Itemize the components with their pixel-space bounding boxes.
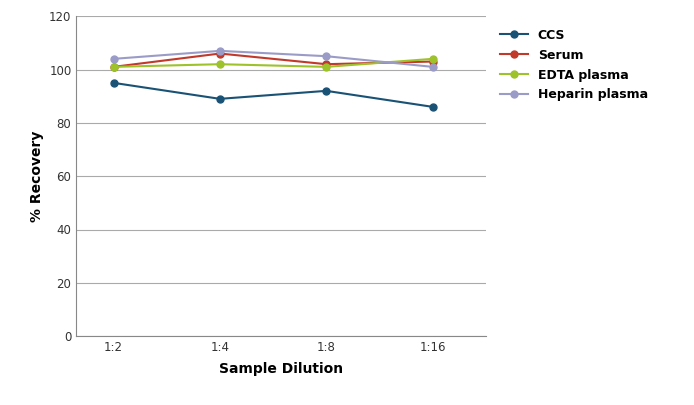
Serum <box>322 62 330 66</box>
EDTA plasma <box>322 64 330 69</box>
Serum <box>110 64 118 69</box>
CCS <box>322 88 330 93</box>
Line: Serum: Serum <box>110 50 436 70</box>
CCS <box>428 104 437 109</box>
Serum <box>216 51 224 56</box>
Serum <box>428 59 437 64</box>
Heparin plasma <box>322 54 330 59</box>
Line: EDTA plasma: EDTA plasma <box>110 55 436 70</box>
Heparin plasma <box>428 64 437 69</box>
EDTA plasma <box>110 64 118 69</box>
CCS <box>216 96 224 101</box>
Y-axis label: % Recovery: % Recovery <box>30 130 44 222</box>
X-axis label: Sample Dilution: Sample Dilution <box>219 362 343 376</box>
EDTA plasma <box>216 62 224 66</box>
Line: CCS: CCS <box>110 79 436 110</box>
Line: Heparin plasma: Heparin plasma <box>110 47 436 70</box>
Heparin plasma <box>216 49 224 53</box>
CCS <box>110 81 118 85</box>
Legend: CCS, Serum, EDTA plasma, Heparin plasma: CCS, Serum, EDTA plasma, Heparin plasma <box>500 29 648 102</box>
EDTA plasma <box>428 56 437 61</box>
Heparin plasma <box>110 56 118 61</box>
